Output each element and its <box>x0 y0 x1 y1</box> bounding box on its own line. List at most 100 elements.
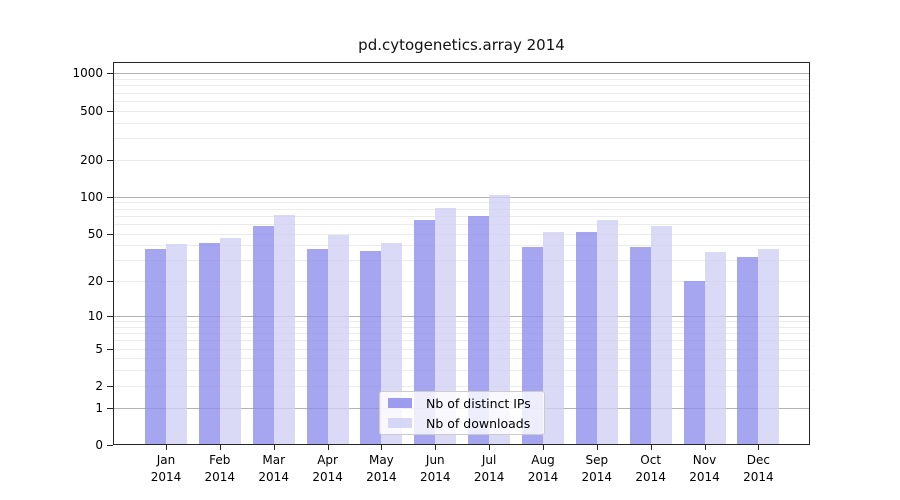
minor-gridline <box>113 281 810 283</box>
bar-downloads <box>596 220 618 445</box>
plot-area: Nb of distinct IPs Nb of downloads <box>113 62 810 445</box>
minor-gridline <box>113 79 810 80</box>
y-tick-mark <box>107 348 113 350</box>
minor-gridline <box>113 100 810 102</box>
minor-gridline <box>113 326 810 328</box>
x-tick-year: 2014 <box>312 470 343 484</box>
minor-gridline <box>113 138 810 139</box>
bar-downloads <box>166 243 187 445</box>
y-tick-label: 20 <box>87 274 103 289</box>
bar-distinct-ips <box>575 232 597 445</box>
x-tick-label: Sep 2014 <box>582 452 613 486</box>
x-tick-year: 2014 <box>420 470 451 484</box>
minor-gridline <box>113 333 810 335</box>
y-tick-label: 200 <box>80 152 103 167</box>
x-tick-label: Oct 2014 <box>635 452 666 486</box>
x-tick-month: Aug <box>531 453 555 467</box>
y-tick-label: 2 <box>95 378 103 393</box>
minor-gridline <box>113 321 810 323</box>
x-tick-label: Aug 2014 <box>528 452 559 486</box>
bar-downloads <box>704 252 726 445</box>
x-tick-month: Sep <box>585 453 609 467</box>
bar-downloads <box>489 194 511 445</box>
x-tick-label: Feb 2014 <box>205 452 236 486</box>
y-tick-mark <box>107 110 113 112</box>
x-tick-year: 2014 <box>635 470 666 484</box>
legend-swatch-distinct-ips <box>388 398 412 408</box>
bars-layer <box>113 62 810 445</box>
x-tick-month: Jul <box>481 453 497 467</box>
x-tick-month: Nov <box>692 453 717 467</box>
x-tick-label: Jun 2014 <box>420 452 451 486</box>
x-tick-year: 2014 <box>689 470 720 484</box>
bar-downloads <box>542 232 564 445</box>
y-tick-mark <box>107 281 113 283</box>
y-tick-label: 1 <box>95 400 103 415</box>
minor-gridline <box>113 233 810 235</box>
minor-gridline <box>113 370 810 372</box>
minor-gridline <box>113 122 810 124</box>
bar-distinct-ips <box>468 215 490 445</box>
y-tick-mark <box>107 407 113 409</box>
minor-gridline <box>113 110 810 112</box>
x-tick-mark <box>166 445 167 450</box>
y-tick-label: 5 <box>95 341 103 356</box>
x-tick-label: Nov 2014 <box>689 452 720 486</box>
bar-distinct-ips <box>683 281 705 445</box>
minor-gridline <box>113 223 810 225</box>
legend-label-distinct-ips: Nb of distinct IPs <box>426 395 531 411</box>
x-tick-month: May <box>368 453 394 467</box>
x-tick-year: 2014 <box>258 470 289 484</box>
x-tick-month: Feb <box>209 453 231 467</box>
major-gridline <box>113 196 810 198</box>
bar-distinct-ips <box>198 242 220 445</box>
x-tick-mark <box>219 445 221 450</box>
x-tick-mark <box>758 445 760 450</box>
x-tick-mark <box>489 445 491 450</box>
x-tick-year: 2014 <box>204 470 236 484</box>
x-tick-month: Dec <box>746 453 771 467</box>
x-tick-mark <box>435 445 437 450</box>
x-tick-month: Apr <box>317 453 338 467</box>
legend-label-downloads: Nb of downloads <box>426 415 531 431</box>
minor-gridline <box>113 85 810 87</box>
chart-title: pd.cytogenetics.array 2014 <box>358 36 565 54</box>
bar-downloads <box>327 234 349 445</box>
grid-layer <box>113 62 810 445</box>
x-tick-month: Mar <box>262 453 286 467</box>
x-tick-year: 2014 <box>527 470 559 484</box>
minor-gridline <box>113 245 810 247</box>
x-tick-month: Oct <box>640 453 662 467</box>
x-tick-label: Jan 2014 <box>151 452 182 486</box>
x-tick-year: 2014 <box>473 470 505 484</box>
x-tick-mark <box>327 445 329 450</box>
legend-item-distinct-ips: Nb of distinct IPs <box>388 396 536 411</box>
y-tick-mark <box>107 196 113 198</box>
minor-gridline <box>113 340 810 342</box>
x-tick-mark <box>704 445 706 450</box>
bar-distinct-ips <box>252 225 274 445</box>
y-tick-mark <box>107 159 113 161</box>
y-tick-mark <box>107 445 113 446</box>
legend: Nb of distinct IPs Nb of downloads <box>379 391 545 435</box>
bar-distinct-ips <box>306 249 328 445</box>
x-tick-label: Dec 2014 <box>743 452 774 486</box>
minor-gridline <box>113 358 810 360</box>
x-tick-year: 2014 <box>581 470 613 484</box>
bar-distinct-ips <box>737 256 759 445</box>
x-tick-label: Apr 2014 <box>312 452 343 486</box>
x-tick-label: Jul 2014 <box>474 452 505 486</box>
bar-distinct-ips <box>629 246 651 445</box>
x-tick-mark <box>543 445 544 450</box>
bar-downloads <box>650 225 672 445</box>
minor-gridline <box>113 385 810 387</box>
y-tick-label: 10 <box>87 309 103 323</box>
bar-distinct-ips <box>414 219 436 445</box>
x-tick-year: 2014 <box>150 470 182 484</box>
bar-downloads <box>758 249 780 445</box>
x-tick-year: 2014 <box>366 470 397 484</box>
y-tick-label: 0 <box>95 438 103 452</box>
x-tick-label: Mar 2014 <box>258 452 289 486</box>
x-tick-mark <box>273 445 275 450</box>
y-tick-mark <box>107 316 113 317</box>
